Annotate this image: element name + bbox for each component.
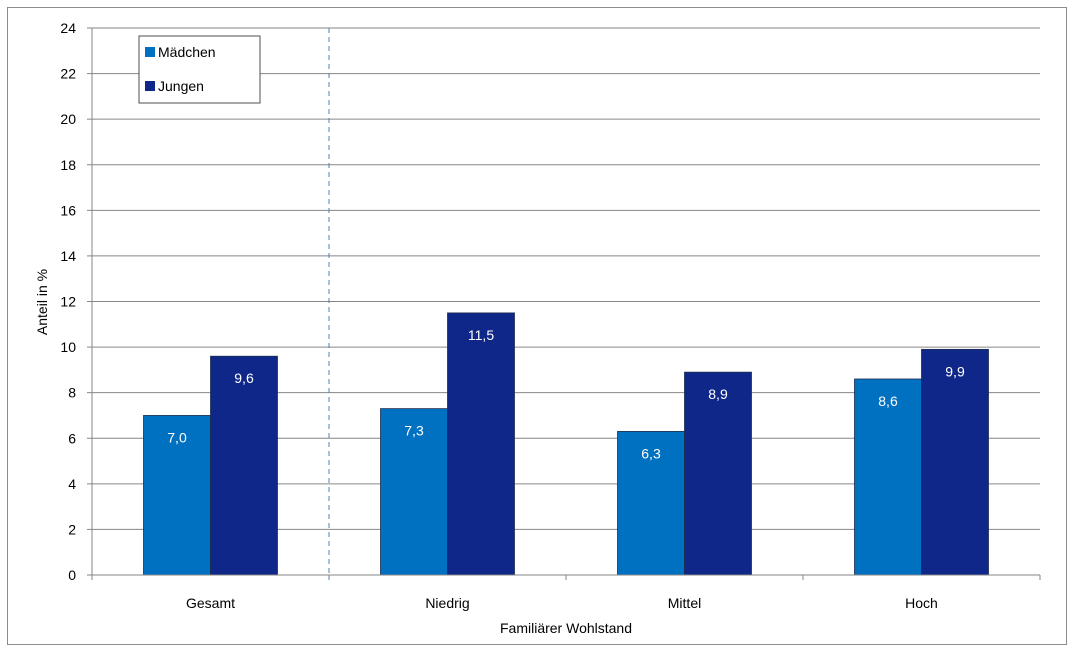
legend-swatch-jungen — [145, 81, 155, 91]
y-tick-label: 8 — [68, 385, 76, 401]
y-tick-label: 12 — [60, 294, 76, 310]
data-label: 9,9 — [945, 363, 965, 379]
axes — [87, 27, 1041, 580]
bar — [143, 415, 211, 576]
y-tick-label: 0 — [68, 567, 76, 583]
data-label: 8,6 — [878, 393, 898, 409]
legend: Mädchen Jungen — [138, 35, 261, 104]
data-label: 8,9 — [708, 386, 728, 402]
legend-swatch-maedchen — [145, 47, 155, 57]
labels: 0246810121416182022247,09,6Gesamt7,311,5… — [60, 20, 965, 611]
y-tick-label: 10 — [60, 339, 76, 355]
y-tick-label: 14 — [60, 248, 76, 264]
data-label: 11,5 — [468, 327, 494, 343]
bar — [380, 408, 448, 576]
legend-label-jungen: Jungen — [158, 78, 204, 94]
x-axis-title: Familiärer Wohlstand — [500, 620, 632, 636]
data-label: 9,6 — [234, 370, 254, 386]
bar — [684, 371, 752, 576]
y-tick-label: 20 — [60, 111, 76, 127]
x-tick-label: Mittel — [668, 595, 701, 611]
y-tick-label: 24 — [60, 20, 76, 36]
y-axis-title: Anteil in % — [34, 269, 50, 335]
data-label: 6,3 — [641, 445, 661, 461]
data-label: 7,0 — [167, 429, 187, 445]
y-tick-label: 16 — [60, 202, 76, 218]
bar — [447, 312, 515, 576]
bar — [921, 348, 989, 576]
y-tick-label: 22 — [60, 66, 76, 82]
x-tick-label: Gesamt — [186, 595, 235, 611]
bar — [617, 431, 685, 576]
y-tick-label: 18 — [60, 157, 76, 173]
y-tick-label: 6 — [68, 430, 76, 446]
data-label: 7,3 — [404, 423, 424, 439]
bar — [210, 355, 278, 576]
y-tick-label: 2 — [68, 521, 76, 537]
bar — [854, 378, 922, 576]
legend-label-maedchen: Mädchen — [158, 44, 216, 60]
x-tick-label: Hoch — [905, 595, 938, 611]
y-tick-label: 4 — [68, 476, 76, 492]
legend-box — [138, 35, 261, 104]
x-tick-label: Niedrig — [425, 595, 469, 611]
bars — [143, 312, 989, 576]
